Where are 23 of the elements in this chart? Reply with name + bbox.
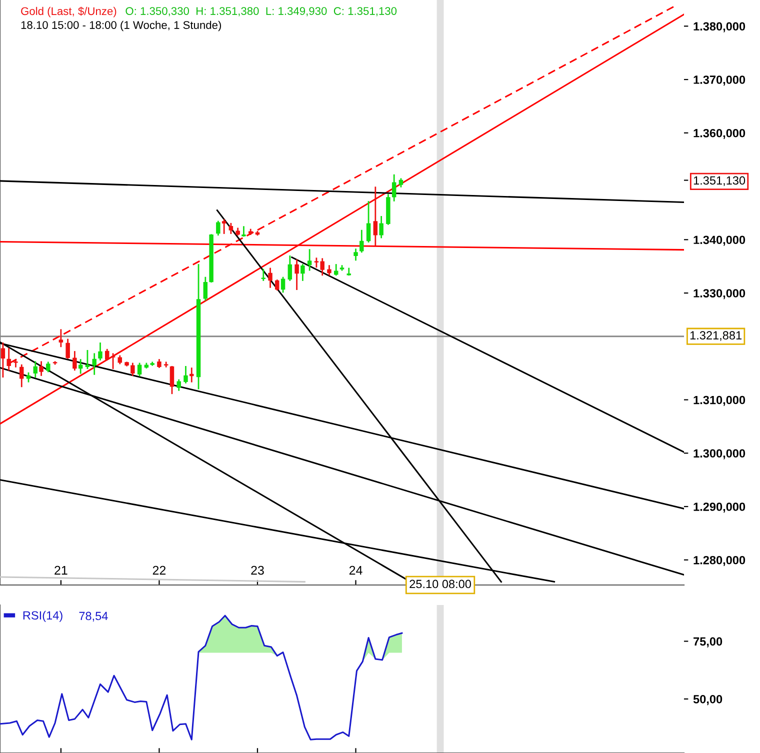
x-tick-label: 21: [54, 566, 68, 575]
y-tick-label: 1.290,000: [694, 502, 746, 513]
y-tick-label: 1.310,000: [694, 396, 746, 406]
y-tick-label: 1.340,000: [694, 236, 746, 246]
y-tick-label: 1.300,000: [694, 449, 746, 460]
y-tick-label: 1.360,000: [694, 128, 746, 140]
legend-label: RSI(14): [23, 610, 62, 622]
y-tick-label: 1.351,130: [694, 176, 746, 186]
y-tick-label: 1.330,000: [694, 289, 746, 300]
y-tick-label: 1.370,000: [694, 76, 746, 86]
text: 18.10 15:00 - 18:00 (1 Woche, 1 Stunde): [21, 20, 222, 32]
y-tick-label: 1.280,000: [694, 556, 746, 566]
x-tick-label: 22: [152, 566, 166, 575]
annotation: 78,54: [79, 612, 108, 622]
y-tick-label: 75,00: [694, 637, 722, 648]
annotation: O: 1.350,330 H: 1.351,380 L: 1.349,930 C: 1.351,130: [126, 7, 397, 16]
x-tick-label: 24: [349, 566, 362, 575]
y-tick-label: 50,00: [693, 695, 722, 706]
ref-line-label: 1.321,881: [690, 331, 742, 341]
text: Gold (Last, $/Unze): [21, 6, 116, 18]
annotation: 25.10 08:00: [410, 580, 471, 588]
x-tick-label: 23: [251, 566, 264, 575]
y-tick-label: 1.380,000: [694, 22, 746, 32]
